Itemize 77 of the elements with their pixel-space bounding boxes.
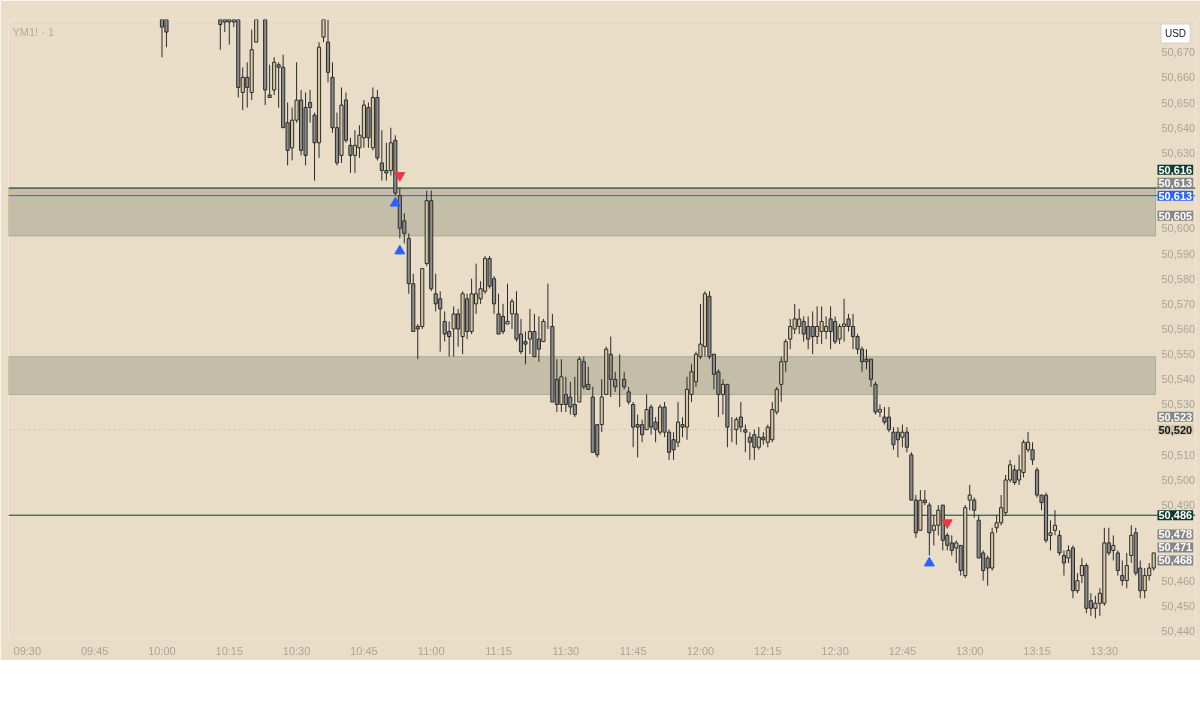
y-tick-label: 50,600	[1161, 222, 1196, 235]
y-tick-label: 50,640	[1161, 121, 1196, 134]
y-tick-label: 50,560	[1161, 323, 1196, 335]
candlestick	[886, 406, 892, 433]
x-tick-label: 13:30	[1090, 644, 1119, 657]
candlestick	[227, 19, 232, 46]
x-tick-label: 10:00	[148, 644, 176, 657]
candlestick	[527, 308, 533, 355]
y-axis-title: USD	[1164, 28, 1187, 39]
ref-line-label: 50,520	[1158, 423, 1193, 436]
candlestick	[904, 426, 909, 453]
y-tick-label: 50,460	[1161, 574, 1196, 587]
candlestick	[1120, 560, 1125, 587]
candlestick	[348, 137, 353, 174]
candlestick	[572, 376, 577, 418]
y-tick-label: 50,540	[1161, 373, 1196, 386]
y-tick-label: 50,660	[1161, 71, 1196, 84]
point	[394, 244, 406, 255]
candlestick	[810, 310, 815, 355]
point	[923, 556, 935, 567]
x-tick-label: 12:45	[888, 644, 917, 657]
x-tick-label: 10:30	[282, 644, 311, 657]
y-tick-label: 50,630	[1161, 146, 1196, 159]
ref-line-label: 50,486	[1158, 509, 1193, 522]
y-tick-label: 50,590	[1161, 247, 1196, 260]
x-tick-label: 12:00	[686, 644, 715, 657]
candlestick	[1142, 567, 1147, 599]
candlestick	[819, 305, 824, 345]
y-tick-label: 50,570	[1161, 297, 1196, 310]
x-tick-label: 13:00	[955, 644, 984, 657]
y-tick-label: 50,650	[1161, 96, 1196, 109]
candlestick	[433, 273, 438, 312]
x-tick-label: 10:15	[215, 644, 244, 657]
x-tick-label: 11:00	[417, 644, 445, 657]
y-tick-label: 50,450	[1161, 599, 1196, 612]
candlestick	[159, 19, 165, 58]
ref-line-label: 50,616	[1158, 163, 1193, 176]
point	[389, 196, 401, 207]
candlestick	[451, 305, 456, 358]
candlestick	[967, 484, 972, 511]
candlestick	[631, 401, 636, 448]
y-tick-label: 50,500	[1161, 473, 1196, 486]
candlestick	[1124, 552, 1129, 589]
candlestick	[828, 305, 833, 350]
y-tick-label: 50,670	[1161, 46, 1196, 59]
candlestick	[949, 534, 954, 556]
candlestick	[496, 293, 501, 335]
candlestick	[500, 303, 506, 335]
candlestick	[218, 19, 223, 51]
candlestick	[752, 429, 757, 461]
candlestick	[1111, 534, 1116, 561]
x-tick-label: 11:30	[552, 644, 580, 657]
y-tick-label: 50,550	[1161, 348, 1196, 361]
annotation: 50,613	[1158, 176, 1193, 189]
y-tick-label: 50,440	[1161, 624, 1196, 637]
text: 50,471	[1158, 541, 1193, 554]
text: 50,468	[1158, 554, 1193, 567]
y-tick-label: 50,490	[1161, 499, 1196, 512]
y-tick-label: 50,510	[1161, 448, 1196, 461]
ref-line-label: 50,613	[1158, 189, 1193, 202]
x-tick-label: 11:15	[485, 644, 512, 657]
candlestick	[568, 381, 573, 416]
x-tick-label: 10:45	[350, 644, 378, 657]
candlestick	[1115, 549, 1120, 577]
text: 50,478	[1158, 528, 1193, 541]
text: 50,523	[1158, 410, 1193, 423]
candlestick	[788, 318, 793, 350]
x-tick-label: 09:45	[80, 644, 109, 657]
y-tick-label: 50,530	[1161, 398, 1196, 411]
x-tick-label: 09:30	[13, 644, 42, 657]
x-tick-label: 12:15	[754, 644, 782, 657]
x-tick-label: 13:15	[1023, 644, 1051, 657]
candlestick	[1052, 509, 1058, 536]
x-tick-label: 11:45	[619, 644, 647, 657]
text: 50,605	[1158, 209, 1193, 222]
x-tick-label: 12:30	[821, 644, 849, 657]
y-tick-label: 50,580	[1161, 272, 1196, 285]
